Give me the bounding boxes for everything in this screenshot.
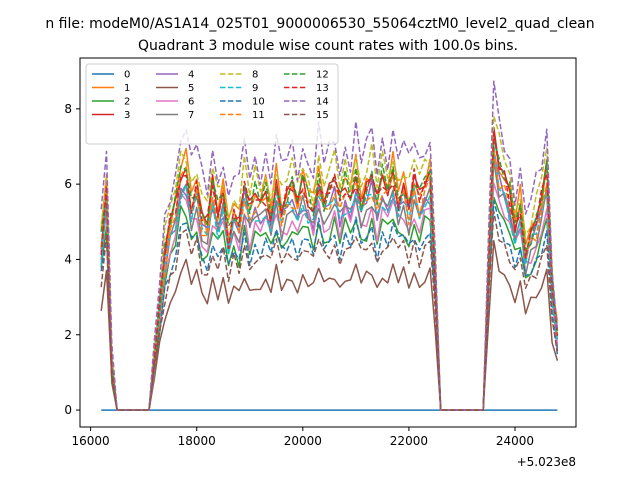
legend-label-10: 10 (252, 97, 265, 108)
chart-title: Quadrant 3 module wise count rates with … (138, 38, 518, 54)
legend-label-2: 2 (124, 97, 130, 108)
x-tick-label: 22000 (390, 434, 428, 448)
legend-label-15: 15 (316, 110, 329, 121)
legend-label-9: 9 (252, 83, 258, 94)
legend-label-4: 4 (188, 70, 194, 81)
plot-frame (79, 57, 577, 428)
y-tick-label: 4 (64, 252, 72, 266)
y-axis: 0 2 4 6 8 (64, 102, 80, 417)
legend-label-7: 7 (188, 110, 194, 121)
legend-label-0: 0 (124, 70, 130, 81)
series-line-9 (100, 144, 559, 411)
legend-frame (85, 63, 339, 145)
figure-suptitle: n file: modeM0/AS1A14_025T01_9000006530_… (45, 16, 594, 32)
x-tick-label: 18000 (178, 434, 216, 448)
y-tick-label: 2 (64, 328, 72, 342)
legend-label-11: 11 (252, 110, 265, 121)
legend-label-3: 3 (124, 110, 130, 121)
legend-label-1: 1 (124, 83, 130, 94)
series-line-15 (100, 210, 559, 411)
x-offset-label: +5.023e8 (517, 455, 576, 469)
x-tick-label: 20000 (284, 434, 322, 448)
legend-label-6: 6 (188, 97, 194, 108)
x-tick-label: 24000 (496, 434, 534, 448)
x-axis: 16000 18000 20000 22000 24000 (72, 427, 534, 448)
legend-label-12: 12 (316, 70, 329, 81)
legend-label-14: 14 (316, 97, 329, 108)
legend-label-5: 5 (188, 83, 194, 94)
series-line-12 (100, 140, 559, 411)
x-tick-label: 16000 (72, 434, 110, 448)
y-tick-label: 6 (64, 177, 72, 191)
y-tick-label: 8 (64, 102, 72, 116)
legend-label-13: 13 (316, 83, 329, 94)
y-tick-label: 0 (64, 403, 72, 417)
legend-label-8: 8 (252, 70, 258, 81)
